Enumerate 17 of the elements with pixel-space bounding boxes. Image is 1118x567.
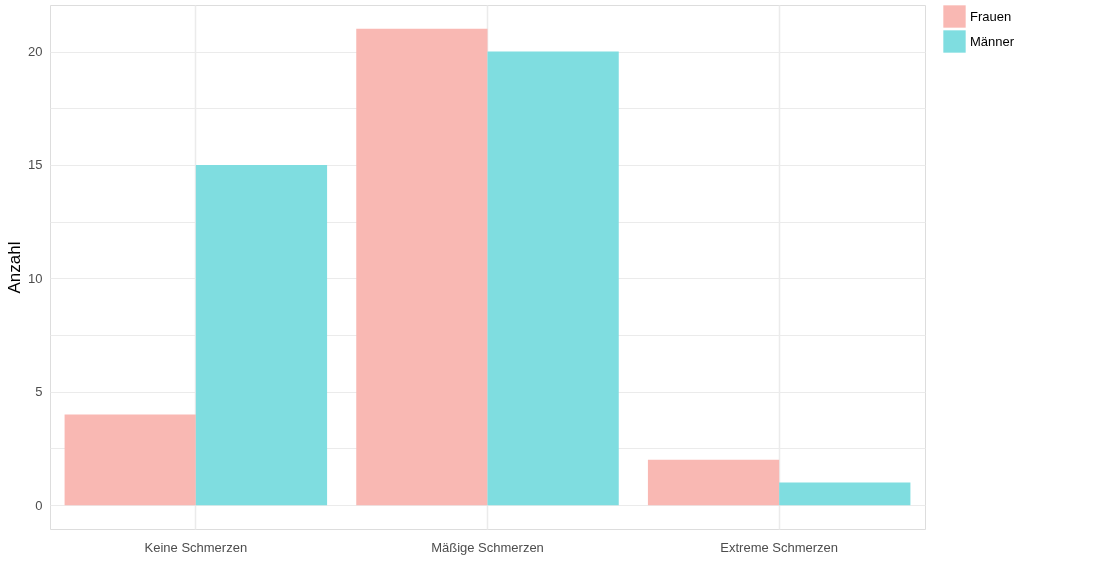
legend-label: Männer (970, 33, 1015, 49)
y-axis-title: Anzahl (5, 241, 25, 294)
bar (195, 164, 328, 506)
y-tick-label: 20 (28, 44, 43, 59)
x-tick-label: Mäßige Schmerzen (431, 539, 544, 555)
x-tick-label: Extreme Schmerzen (720, 539, 839, 555)
y-tick-label: 10 (28, 270, 43, 286)
bar (779, 482, 911, 506)
bar (356, 28, 488, 506)
bar (647, 459, 780, 506)
y-tick-label: 15 (28, 157, 43, 173)
bar (64, 414, 196, 506)
legend-label: Frauen (970, 8, 1012, 24)
y-tick-label: 0 (35, 497, 43, 513)
x-tick-label: Keine Schmerzen (144, 539, 248, 555)
y-tick-label: 5 (35, 384, 43, 400)
bar (487, 51, 619, 506)
